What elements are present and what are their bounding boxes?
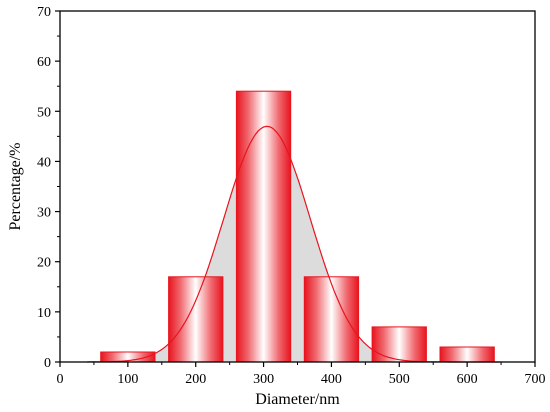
fit-area-layer [87,126,500,363]
y-tick-label-40: 40 [37,155,51,170]
y-tick-label-70: 70 [37,5,51,20]
y-tick-label-20: 20 [37,256,51,271]
y-tick-label-50: 50 [37,105,51,120]
bar-400 [303,276,360,363]
y-tick-label-60: 60 [37,55,51,70]
fit-curve-area [87,126,500,363]
x-tick-label-200: 200 [185,372,206,387]
x-tick-label-400: 400 [321,372,342,387]
y-tick-label-0: 0 [44,356,51,371]
bar-300 [235,90,292,363]
y-axis-title: Percentage/% [7,143,24,231]
x-tick-label-300: 300 [253,372,274,387]
x-tick-label-0: 0 [57,372,64,387]
bar-500 [371,326,427,363]
x-tick-label-600: 600 [457,372,478,387]
x-tick-label-500: 500 [389,372,410,387]
y-tick-label-10: 10 [37,306,51,321]
bar-600 [439,346,495,363]
x-axis-title: Diameter/nm [255,391,340,408]
labels-layer: 0 100 200 300 400 500 600 700 0 10 20 30 40 50 60 70 Dia… [7,5,546,408]
bar-200 [168,276,224,363]
y-tick-label-30: 30 [37,206,51,221]
bars-layer [100,90,495,363]
x-tick-label-700: 700 [525,372,546,387]
axes-layer [55,10,536,367]
x-tick-label-100: 100 [117,372,138,387]
